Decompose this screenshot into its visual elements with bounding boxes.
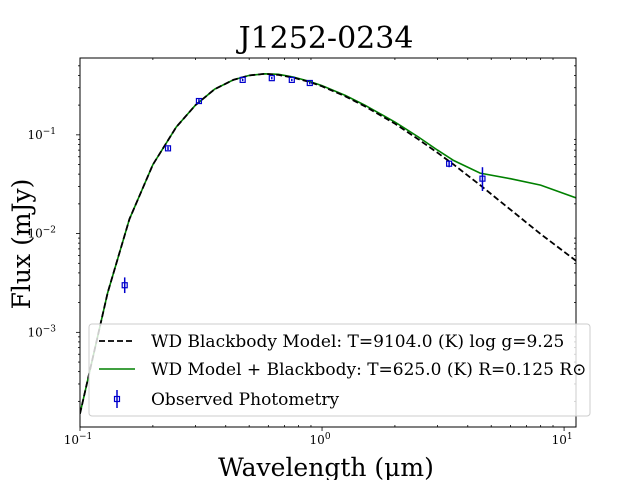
legend: WD Blackbody Model: T=9104.0 (K) log g=9… [88,323,591,417]
y-tick-label: 10−3 [27,324,56,339]
x-tick-label: 101 [552,432,573,447]
x-tick-label: 100 [310,432,331,447]
legend-entry-wd-plus-blackbody: WD Model + Blackbody: T=625.0 (K) R=0.12… [151,360,586,380]
photometry-point [306,79,313,87]
photometry-point [121,282,128,289]
photometry-point [288,76,295,84]
photometry-point [239,76,246,84]
photometry-point [268,75,275,82]
x-tick-exponent: 0 [325,432,331,442]
photometry-point [164,145,172,152]
y-tick-exponent: −3 [43,324,57,334]
wd-blackbody-line [80,72,576,414]
y-tick-exponent: −1 [43,127,56,137]
legend-box [88,323,591,417]
y-axis-label: Flux (mJy) [7,179,36,310]
chart-title: J1252-0234 [236,21,414,56]
legend-entry-wd-blackbody: WD Blackbody Model: T=9104.0 (K) log g=9… [151,332,564,352]
photometry-point [479,175,486,182]
axes-frame [79,57,577,428]
plot-area: 10−1 100 101 10−3 1 0 −2 10−1 WD Blackbody Model… [27,57,591,447]
legend-entry-observed-photometry: Observed Photometry [151,390,340,410]
x-axis-label: Wavelength (μm) [218,453,434,480]
photometry-point [446,160,453,167]
x-tick-exponent: −1 [79,432,92,442]
legend-swatch-marker [113,395,121,403]
y-tick-exponent: −2 [43,226,56,236]
x-tick-label: 10−1 [64,432,93,447]
y-tick-label: 10−1 [27,127,56,142]
photometry-point [195,97,203,105]
x-tick-exponent: 1 [567,432,573,442]
